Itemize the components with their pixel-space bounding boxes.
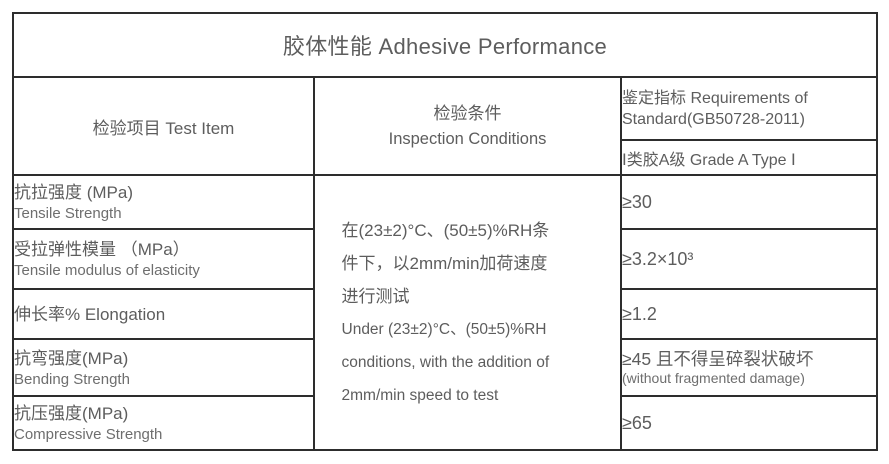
test-item-label-en: Tensile modulus of elasticity: [14, 262, 200, 279]
requirement-value-bending-strength: ≥45 且不得呈碎裂状破坏 (without fragmented damage…: [619, 338, 879, 397]
test-item-label-zh: 受拉弹性模量 （MPa）: [14, 240, 190, 259]
test-item-label-en: Bending Strength: [14, 370, 130, 388]
condition-line: 件下，以2mm/min加荷速度: [341, 253, 548, 273]
table-row: 抗弯强度(MPa) Bending Strength ≥45 且不得呈碎裂状破坏…: [12, 338, 879, 397]
requirement-value-tensile-modulus: ≥3.2×10³: [619, 228, 879, 290]
condition-line: 在(23±2)°C、(50±5)%RH条: [341, 220, 550, 240]
table-row: 伸长率% Elongation ≥1.2: [12, 288, 879, 340]
test-item-label-zh: 抗压强度(MPa): [14, 404, 129, 423]
test-item-label-zh: 抗拉强度 (MPa): [14, 183, 133, 202]
requirement-value-note: (without fragmented damage): [622, 370, 805, 386]
inspection-conditions-text: 在(23±2)°C、(50±5)%RH条 件下，以2mm/min加荷速度 进行测…: [342, 214, 594, 412]
test-item-tensile-modulus: 受拉弹性模量 （MPa） Tensile modulus of elastici…: [12, 228, 315, 290]
inspection-conditions-cell: 在(23±2)°C、(50±5)%RH条 件下，以2mm/min加荷速度 进行测…: [313, 174, 622, 451]
column-subheader-grade: Ⅰ类胶A级 Grade A Type Ⅰ: [619, 139, 879, 176]
test-item-label-en: Tensile Strength: [14, 205, 122, 222]
condition-line: conditions, with the addition of: [341, 353, 550, 371]
condition-line: 2mm/min speed to test: [341, 386, 499, 404]
column-header-inspection-conditions: 检验条件 Inspection Conditions: [313, 76, 622, 176]
condition-line: 进行测试: [341, 286, 410, 306]
test-item-compressive-strength: 抗压强度(MPa) Compressive Strength: [12, 395, 315, 451]
requirement-value-main: ≥45 且不得呈碎裂状破坏: [622, 349, 814, 369]
column-header-test-item: 检验项目 Test Item: [12, 76, 315, 176]
test-item-label-zh: 抗弯强度(MPa): [14, 348, 129, 368]
test-item-elongation: 伸长率% Elongation: [12, 288, 315, 340]
test-item-tensile-strength: 抗拉强度 (MPa) Tensile Strength: [12, 174, 315, 230]
column-header-requirements: 鉴定指标 Requirements of Standard(GB50728-20…: [619, 76, 879, 141]
table-title: 胶体性能 Adhesive Performance: [11, 12, 879, 78]
test-item-label-zh: 伸长率% Elongation: [14, 304, 166, 324]
requirement-value-tensile-strength: ≥30: [619, 174, 879, 230]
table-row: 受拉弹性模量 （MPa） Tensile modulus of elastici…: [12, 228, 879, 290]
table-row: 抗拉强度 (MPa) Tensile Strength 在(23±2)°C、(5…: [12, 174, 879, 451]
requirement-value-elongation: ≥1.2: [619, 288, 879, 340]
condition-line: Under (23±2)°C、(50±5)%RH: [341, 320, 547, 338]
table-row: 抗压强度(MPa) Compressive Strength ≥65: [12, 395, 879, 451]
inspection-conditions-header-en: Inspection Conditions: [388, 130, 547, 148]
adhesive-performance-table: 胶体性能 Adhesive Performance 检验项目 Test Item…: [11, 12, 879, 451]
test-item-bending-strength: 抗弯强度(MPa) Bending Strength: [12, 338, 315, 397]
requirement-value-compressive-strength: ≥65: [619, 395, 879, 451]
inspection-conditions-header-zh: 检验条件: [433, 104, 502, 123]
test-item-label-en: Compressive Strength: [14, 426, 163, 443]
